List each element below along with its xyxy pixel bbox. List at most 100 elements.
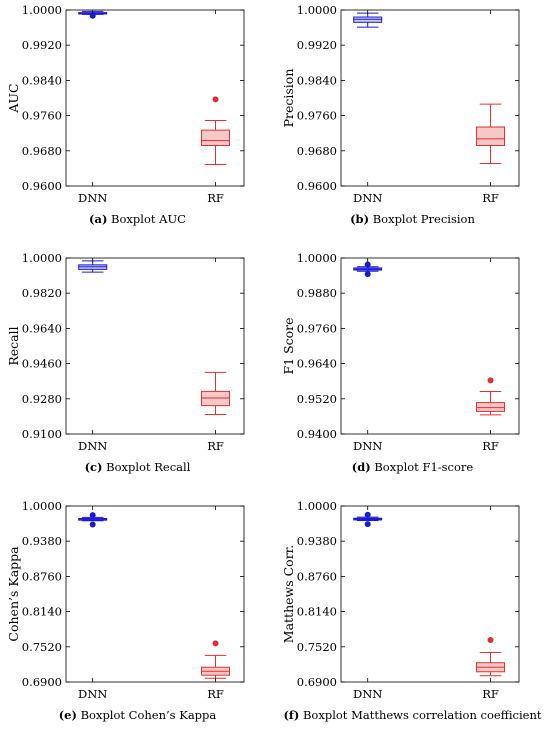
box-rf — [201, 371, 231, 415]
y-tick-label: 0.9920 — [297, 38, 337, 52]
caption-f1: (d) Boxplot F1-score — [351, 460, 474, 474]
chart-precision: 0.9600 0.9680 0.9760 0.9840 0.9920 1.0000 Prec… — [281, 3, 520, 205]
x-tick-label-dnn: DNN — [78, 439, 107, 453]
chart-auc: 0.9600 0.9680 0.9760 0.9840 0.9920 1.0000 AUC D… — [6, 3, 245, 205]
y-tick-label: 0.9380 — [297, 534, 337, 548]
box-rf — [201, 96, 231, 165]
box-rf — [201, 640, 231, 679]
iqr-box-rf — [476, 126, 506, 147]
y-tick-label: 0.9760 — [22, 109, 62, 123]
y-tick-label: 0.8140 — [297, 605, 337, 619]
plot-frame — [340, 505, 520, 683]
y-axis-label: Precision — [281, 69, 296, 128]
x-tick-label-rf: RF — [482, 191, 499, 205]
caption-matthews: (f) Boxplot Matthews correlation coeffic… — [283, 708, 542, 722]
outlier-dnn — [364, 521, 371, 528]
y-tick-label: 0.9100 — [22, 427, 62, 441]
subplot-recall: 0.9100 0.9280 0.9460 0.9640 0.9820 1.0000 Reca… — [0, 248, 275, 491]
plot-frame — [65, 505, 245, 683]
x-tick-label-dnn: DNN — [353, 687, 382, 701]
y-tick-label: 0.9680 — [22, 144, 62, 158]
outlier-dnn — [364, 271, 371, 278]
y-tick-label: 0.8140 — [22, 605, 62, 619]
y-tick-label: 0.9520 — [297, 392, 337, 406]
box-rf — [476, 377, 506, 416]
y-tick-label: 0.9840 — [297, 73, 337, 87]
subplot-kappa: 0.6900 0.7520 0.8140 0.8760 0.9380 1.0000 Cohe… — [0, 496, 275, 739]
y-tick-label: 0.8760 — [22, 569, 62, 583]
plot-frame — [65, 257, 245, 435]
y-tick-label: 0.9920 — [22, 38, 62, 52]
y-tick-label: 0.9840 — [22, 73, 62, 87]
x-tick-label-rf: RF — [482, 687, 499, 701]
chart-recall: 0.9100 0.9280 0.9460 0.9640 0.9820 1.0000 Reca… — [6, 251, 245, 453]
y-axis-label: F1 Score — [281, 317, 296, 374]
subplot-auc: 0.9600 0.9680 0.9760 0.9840 0.9920 1.0000 AUC D… — [0, 0, 275, 243]
plot-frame — [340, 9, 520, 187]
subplot-precision: 0.9600 0.9680 0.9760 0.9840 0.9920 1.0000 Prec… — [275, 0, 550, 243]
box-dnn — [353, 511, 383, 528]
subplot-matthews: 0.6900 0.7520 0.8140 0.8760 0.9380 1.0000 Matt… — [275, 496, 550, 739]
x-tick-label-dnn: DNN — [78, 687, 107, 701]
outlier-dnn — [364, 261, 371, 268]
y-tick-label: 1.0000 — [22, 3, 62, 17]
y-tick-label: 0.9820 — [22, 286, 62, 300]
y-tick-label: 0.9760 — [297, 321, 337, 335]
outlier-dnn — [89, 521, 96, 528]
box-dnn — [78, 260, 108, 273]
x-tick-label-dnn: DNN — [353, 439, 382, 453]
y-axis-label: Recall — [6, 326, 21, 365]
box-dnn — [353, 12, 383, 28]
outlier-dnn — [364, 511, 371, 518]
y-axis-label: Cohen’s Kappa — [6, 546, 21, 642]
y-tick-label: 0.9680 — [297, 144, 337, 158]
y-tick-label: 0.9600 — [297, 179, 337, 193]
y-tick-label: 1.0000 — [297, 3, 337, 17]
box-rf — [476, 636, 506, 677]
chart-matthews: 0.6900 0.7520 0.8140 0.8760 0.9380 1.0000 Matt… — [281, 499, 520, 701]
y-tick-label: 0.9380 — [22, 534, 62, 548]
box-dnn — [353, 261, 383, 278]
outlier-dnn — [89, 512, 96, 519]
y-tick-label: 0.9640 — [22, 321, 62, 335]
chart-kappa: 0.6900 0.7520 0.8140 0.8760 0.9380 1.0000 Cohe… — [6, 499, 245, 701]
y-axis-label: Matthews Corr. — [281, 545, 296, 643]
box-rf — [476, 103, 506, 165]
outlier-rf — [487, 636, 494, 643]
x-tick-label-rf: RF — [207, 191, 224, 205]
chart-f1: 0.9400 0.9520 0.9640 0.9760 0.9880 1.0000 F1 S… — [281, 251, 520, 453]
caption-recall: (c) Boxplot Recall — [84, 460, 191, 474]
y-tick-label: 0.9640 — [297, 357, 337, 371]
y-tick-label: 0.9460 — [22, 357, 62, 371]
caption-auc: (a) Boxplot AUC — [89, 212, 186, 226]
y-tick-label: 0.9280 — [22, 392, 62, 406]
caption-kappa: (e) Boxplot Cohen’s Kappa — [58, 708, 217, 722]
iqr-box-rf — [201, 129, 231, 147]
plot-frame — [65, 9, 245, 187]
subplot-f1: 0.9400 0.9520 0.9640 0.9760 0.9880 1.0000 F1 S… — [275, 248, 550, 491]
x-tick-label-dnn: DNN — [78, 191, 107, 205]
x-tick-label-dnn: DNN — [353, 191, 382, 205]
outlier-rf — [212, 640, 219, 647]
plot-frame — [340, 257, 520, 435]
y-tick-label: 0.9880 — [297, 286, 337, 300]
y-tick-label: 1.0000 — [22, 499, 62, 513]
y-tick-label: 0.7520 — [297, 640, 337, 654]
y-tick-label: 0.7520 — [22, 640, 62, 654]
outlier-rf — [487, 377, 494, 384]
y-tick-label: 1.0000 — [297, 251, 337, 265]
y-tick-label: 1.0000 — [297, 499, 337, 513]
x-tick-label-rf: RF — [207, 439, 224, 453]
y-tick-label: 0.8760 — [297, 569, 337, 583]
y-tick-label: 1.0000 — [22, 251, 62, 265]
iqr-box-rf — [476, 402, 506, 412]
y-axis-label: AUC — [6, 83, 21, 113]
y-tick-label: 0.6900 — [297, 675, 337, 689]
x-tick-label-rf: RF — [482, 439, 499, 453]
box-dnn — [78, 512, 108, 528]
y-tick-label: 0.6900 — [22, 675, 62, 689]
y-tick-label: 0.9760 — [297, 109, 337, 123]
y-tick-label: 0.9400 — [297, 427, 337, 441]
x-tick-label-rf: RF — [207, 687, 224, 701]
